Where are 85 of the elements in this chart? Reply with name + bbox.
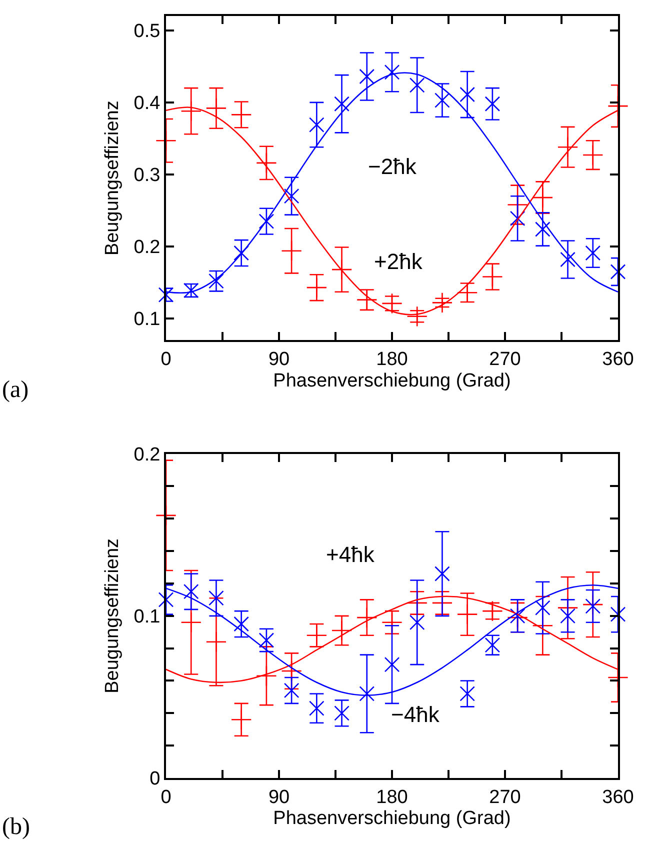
point — [331, 620, 352, 641]
y-tick-label: 0 — [150, 768, 160, 790]
point — [183, 584, 199, 600]
point — [532, 187, 554, 208]
point — [610, 606, 626, 622]
point — [406, 306, 428, 327]
point — [608, 96, 628, 116]
y-tick-label: 0.5 — [134, 21, 160, 42]
point — [434, 92, 450, 108]
point — [535, 600, 550, 616]
point — [258, 632, 274, 648]
y-tick-label: 0.1 — [134, 309, 160, 330]
point — [230, 104, 252, 126]
point — [557, 136, 578, 158]
point — [158, 287, 174, 302]
y-tick-label: 0.1 — [134, 606, 160, 628]
point — [284, 188, 300, 204]
point — [510, 210, 526, 226]
y-tick-label: 0.2 — [134, 237, 160, 258]
point — [306, 277, 328, 298]
y-tick-label: 0.2 — [134, 444, 160, 466]
point — [158, 592, 174, 608]
point — [582, 144, 604, 166]
x-tick-label: 180 — [376, 786, 408, 808]
point — [409, 78, 425, 93]
point — [234, 616, 249, 632]
point — [384, 64, 400, 80]
point — [359, 68, 375, 84]
point — [234, 245, 249, 261]
point — [256, 152, 277, 174]
point — [610, 264, 626, 280]
point — [256, 665, 277, 686]
annotation: −2ħk — [368, 154, 418, 179]
x-tick-label: 270 — [489, 786, 521, 808]
x-tick-label: 90 — [268, 348, 290, 370]
y-tick-label: 0.4 — [134, 93, 161, 114]
x-tick-label: 270 — [489, 348, 521, 370]
point — [608, 667, 628, 688]
x-tick-label: 360 — [602, 348, 634, 370]
point — [510, 608, 526, 624]
point — [156, 504, 176, 526]
x-axis-title: Phasenverschiebung (Grad) — [273, 370, 511, 392]
text: (b) — [2, 814, 30, 840]
point — [206, 631, 227, 652]
point — [208, 273, 224, 289]
x-axis-title: Phasenverschiebung (Grad) — [273, 808, 511, 830]
y-axis-title: Beugungseffizienz — [102, 100, 124, 256]
point — [460, 86, 475, 102]
point — [432, 292, 453, 314]
point — [460, 686, 475, 702]
x-tick-label: 90 — [268, 786, 290, 808]
point — [356, 607, 378, 628]
point — [284, 682, 300, 698]
point — [334, 96, 350, 112]
point — [334, 706, 350, 721]
point — [409, 614, 425, 630]
point — [535, 222, 550, 237]
point — [359, 686, 375, 702]
point — [258, 214, 274, 229]
point — [206, 98, 227, 119]
x-tick-label: 360 — [602, 786, 634, 808]
y-axis-title: Beugungseffizienz — [102, 538, 124, 694]
point — [384, 656, 400, 672]
point — [560, 608, 576, 624]
point — [484, 96, 500, 112]
x-tick-label: 180 — [376, 348, 408, 370]
text: (a) — [2, 377, 29, 403]
point — [208, 590, 224, 606]
annotation: +4ħk — [326, 542, 376, 567]
point — [434, 566, 450, 582]
point — [309, 117, 324, 132]
point — [180, 100, 202, 122]
annotation: +2ħk — [374, 249, 424, 274]
point — [230, 709, 252, 730]
point — [156, 130, 176, 152]
point — [585, 598, 601, 614]
point — [585, 245, 601, 261]
point — [180, 612, 202, 633]
point — [331, 259, 352, 280]
point — [309, 700, 324, 716]
point — [281, 240, 302, 262]
point — [560, 252, 576, 268]
y-tick-label: 0.3 — [134, 165, 160, 186]
point — [456, 604, 478, 625]
annotation: −4ħk — [391, 702, 440, 727]
